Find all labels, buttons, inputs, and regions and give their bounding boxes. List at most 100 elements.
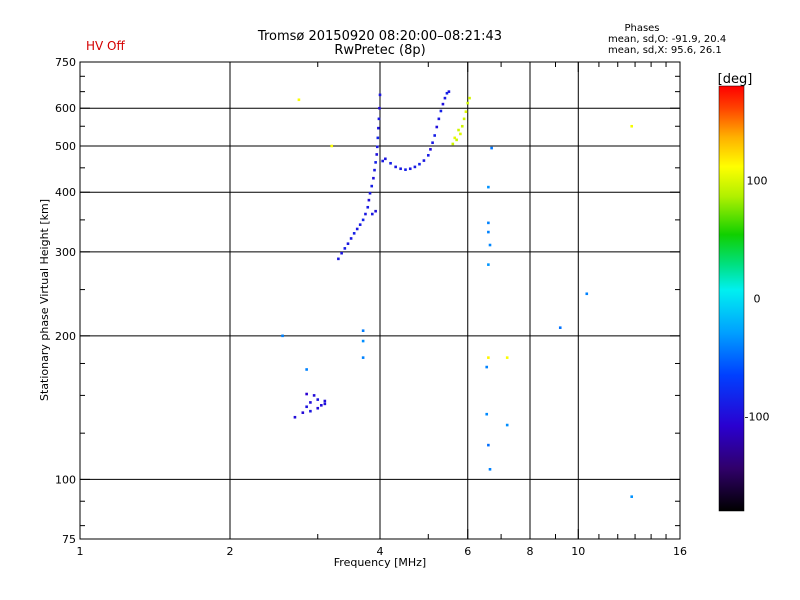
y-tick-label: 75: [62, 533, 76, 546]
colorbar-tick-label: -100: [745, 411, 770, 424]
data-point: [389, 161, 392, 165]
y-tick-label: 750: [55, 56, 76, 69]
data-point: [346, 242, 350, 245]
x-axis-label: Frequency [MHz]: [334, 556, 426, 569]
data-point: [305, 392, 308, 396]
x-tick-label: 6: [464, 545, 471, 558]
data-point: [394, 165, 397, 169]
y-tick-label: 200: [55, 330, 76, 343]
y-axis-label: Stationary phase Virtual Height [km]: [38, 199, 51, 401]
data-point: [455, 138, 458, 142]
data-point: [384, 157, 387, 161]
data-point: [366, 205, 370, 209]
data-point: [505, 356, 509, 359]
phase-stats-o: mean, sd,O: -91.9, 20.4: [608, 34, 726, 45]
data-point: [375, 145, 379, 149]
colorbar-tick-label: 0: [754, 293, 761, 306]
data-point: [358, 223, 362, 226]
data-point: [459, 132, 462, 136]
data-point: [378, 106, 381, 110]
axis-ticks: [79, 61, 681, 540]
data-point: [374, 209, 377, 213]
data-point: [370, 184, 374, 188]
data-point: [323, 399, 327, 403]
data-point: [316, 406, 320, 410]
colorbar-tick-label: 100: [747, 174, 768, 187]
data-point: [487, 185, 490, 189]
x-tick-label: 16: [673, 545, 687, 558]
data-point: [381, 159, 384, 163]
data-point: [462, 117, 466, 121]
y-tick-label: 100: [55, 473, 76, 486]
data-point: [376, 136, 380, 140]
data-point: [309, 401, 312, 404]
data-point: [404, 168, 407, 171]
data-point: [439, 109, 443, 113]
x-tick-label: 2: [227, 545, 234, 558]
data-point: [301, 411, 305, 414]
data-point: [426, 154, 430, 157]
data-point: [320, 404, 323, 407]
y-tick-labels: 75 100 200 300 400 500 600 750: [55, 56, 76, 546]
data-points: [281, 90, 634, 498]
data-point: [441, 102, 445, 106]
data-point: [361, 339, 365, 343]
data-point: [485, 412, 489, 416]
data-point: [505, 423, 509, 427]
data-point: [585, 292, 589, 296]
data-point: [418, 162, 421, 166]
data-point: [413, 165, 417, 169]
data-point: [305, 368, 308, 371]
y-tick-label: 500: [55, 140, 76, 153]
data-point: [352, 232, 356, 235]
data-point: [490, 146, 493, 150]
data-point: [364, 212, 367, 216]
data-point: [377, 126, 380, 130]
data-point: [487, 263, 490, 266]
colorbar: [deg] 100 0 -100: [718, 72, 770, 512]
data-point: [305, 405, 308, 409]
data-point: [487, 443, 490, 447]
colorbar-gradient: [718, 85, 745, 512]
data-point: [431, 141, 434, 145]
data-point: [349, 237, 353, 240]
data-point: [309, 409, 312, 413]
data-point: [630, 495, 634, 498]
data-point: [630, 124, 634, 128]
data-point: [361, 356, 365, 359]
x-tick-labels: 1 2 4 6 8 10 16: [77, 545, 688, 558]
data-point: [355, 227, 359, 231]
data-point: [330, 144, 334, 148]
data-point: [451, 142, 455, 146]
data-point: [488, 467, 492, 471]
x-tick-label: 10: [571, 545, 585, 558]
data-point: [429, 148, 432, 151]
data-point: [466, 101, 470, 105]
data-point: [378, 93, 382, 97]
data-point: [453, 136, 457, 140]
data-point: [361, 329, 365, 332]
data-point: [297, 98, 301, 102]
data-point: [464, 110, 468, 114]
phase-stats-title: Phases: [624, 23, 659, 34]
data-point: [468, 96, 471, 100]
data-point: [485, 365, 489, 369]
data-point: [337, 257, 340, 261]
data-point: [437, 117, 441, 121]
data-point: [281, 334, 284, 338]
data-point: [460, 124, 464, 128]
data-point: [558, 326, 562, 329]
grid-lines: [80, 62, 680, 539]
chart-title-line1: Tromsø 20150920 08:20:00–08:21:43: [257, 29, 502, 44]
data-point: [443, 96, 447, 100]
hv-status: HV Off: [86, 39, 125, 53]
data-point: [399, 167, 402, 171]
y-tick-label: 300: [55, 246, 76, 259]
y-tick-label: 400: [55, 186, 76, 199]
data-point: [487, 221, 490, 225]
data-point: [435, 125, 439, 129]
data-point: [377, 117, 381, 121]
data-point: [343, 247, 347, 250]
data-point: [374, 161, 377, 164]
data-point: [370, 212, 374, 216]
